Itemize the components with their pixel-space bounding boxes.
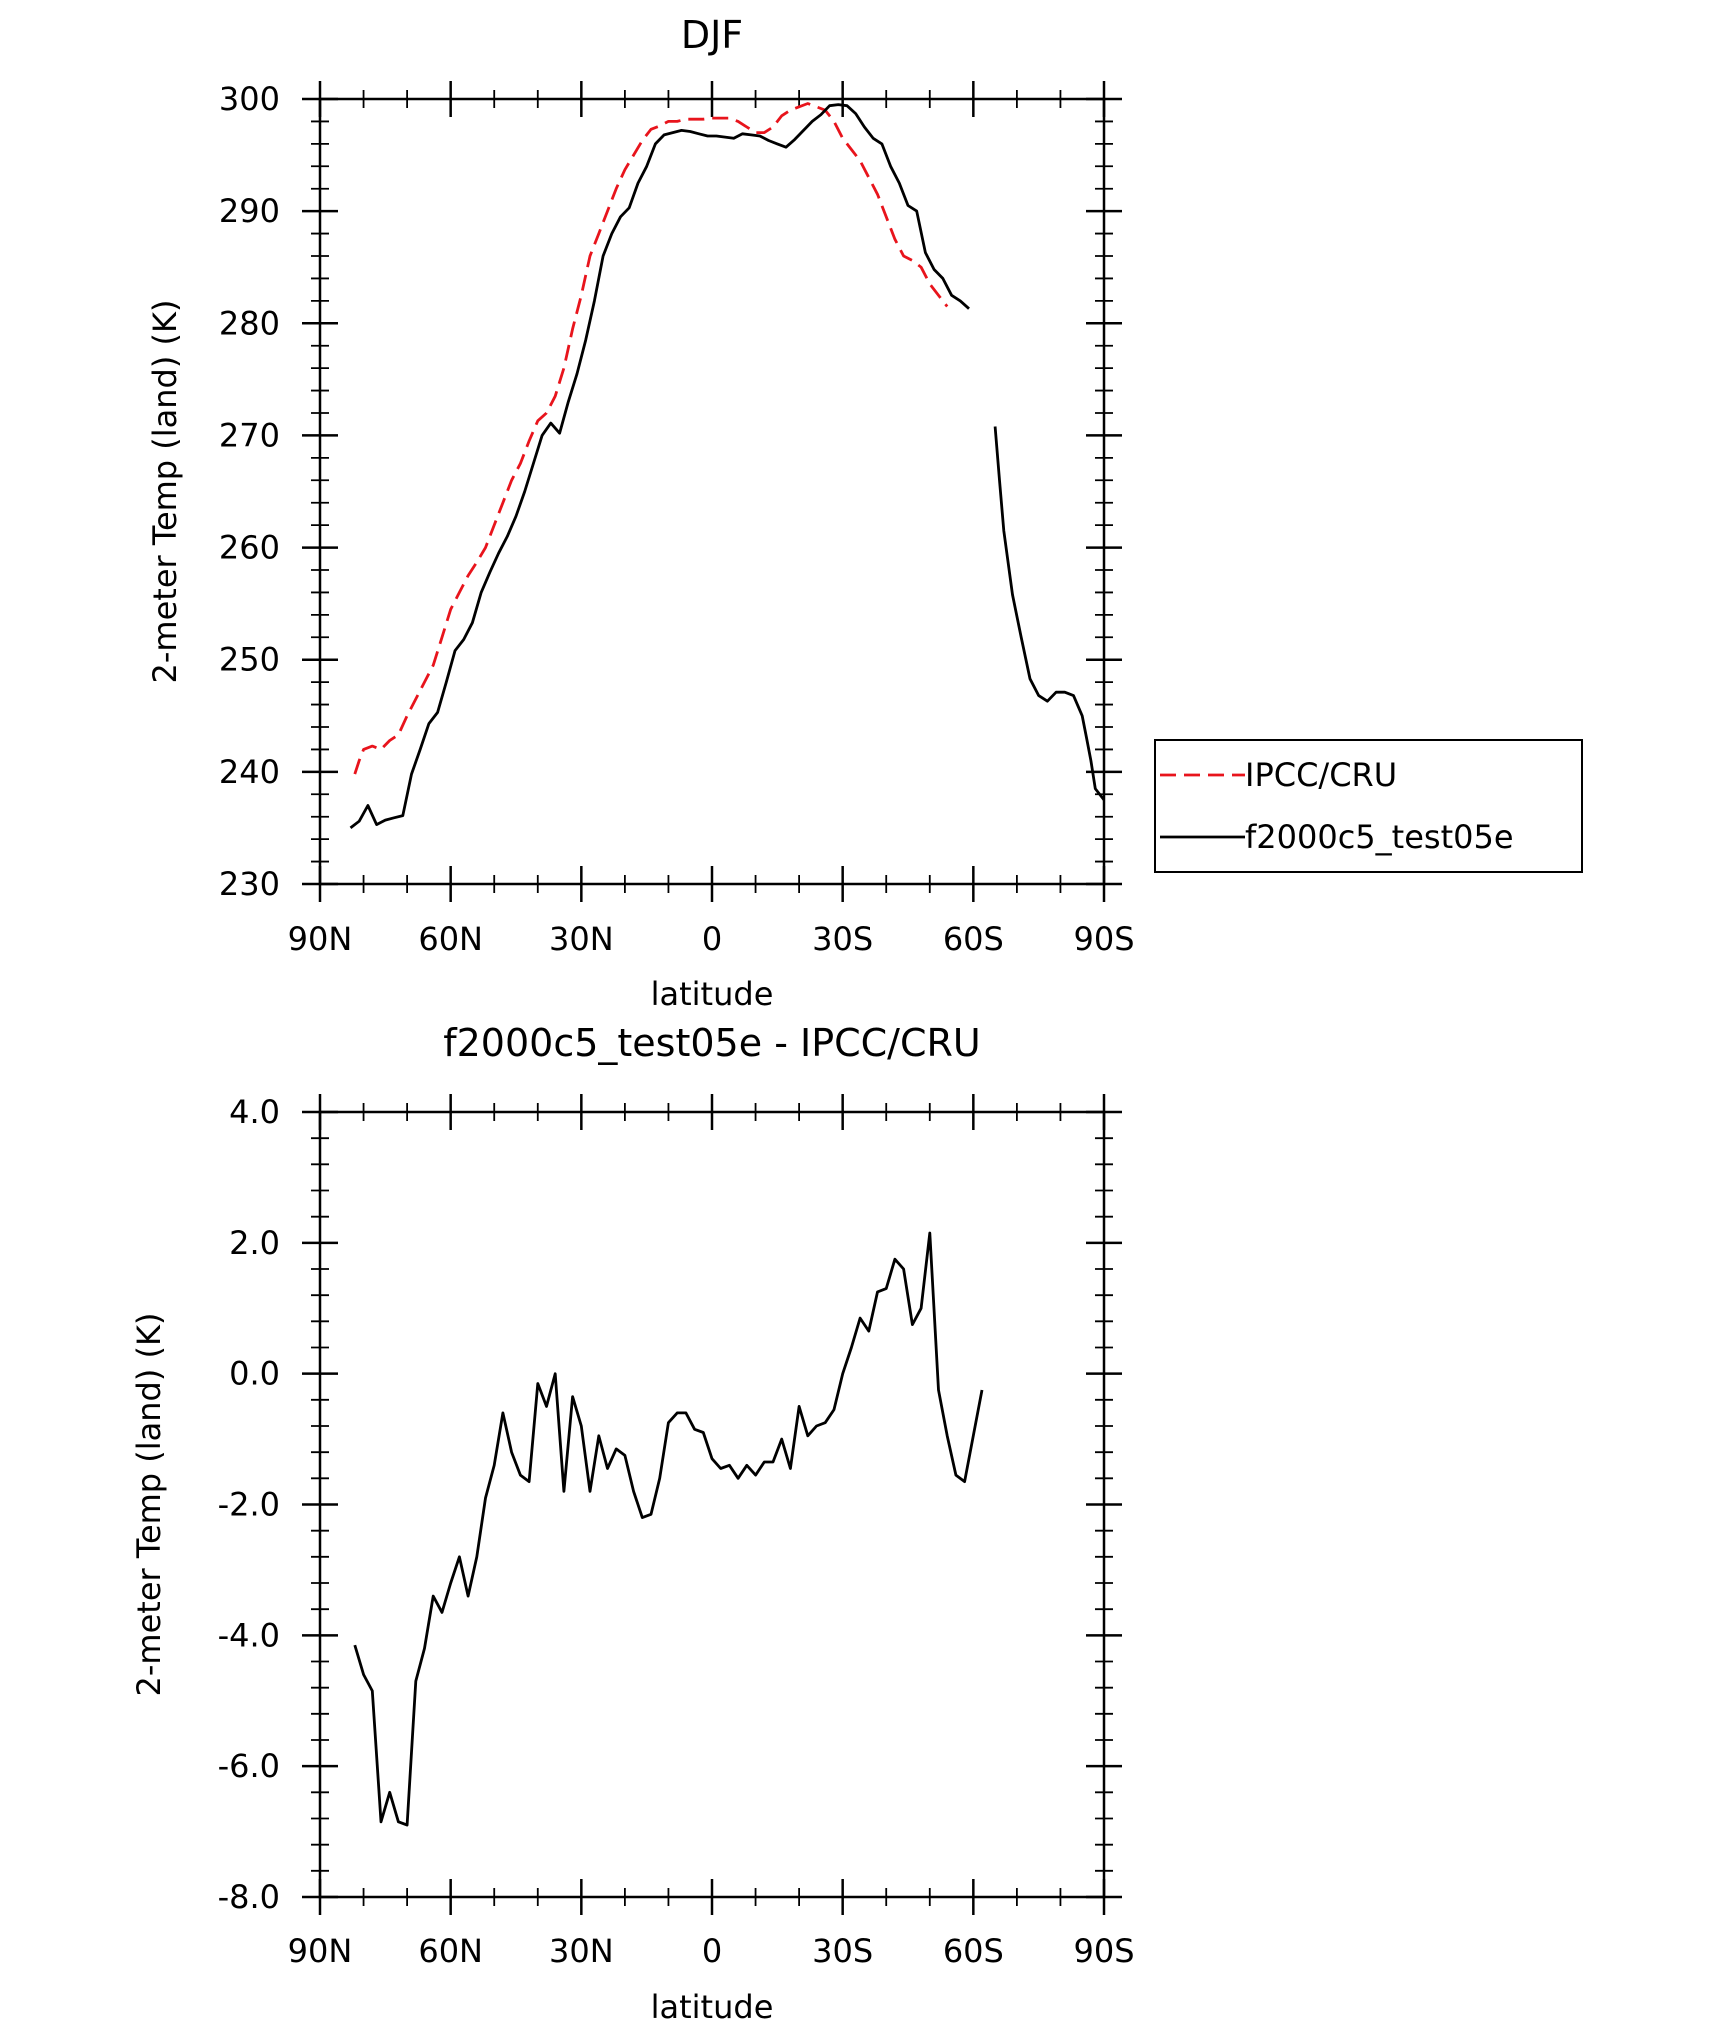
x-tick-label: 90S: [1073, 1932, 1134, 1970]
y-axis-label: 2-meter Temp (land) (K): [146, 300, 184, 684]
x-tick-label: 90S: [1073, 920, 1134, 958]
plot-frame: [318, 97, 1106, 886]
x-tick-label: 0: [702, 920, 722, 958]
x-tick-label: 90N: [288, 920, 353, 958]
y-tick-label: 230: [219, 865, 280, 903]
y-tick-label: 280: [219, 304, 280, 342]
series-line-difference: [353, 1231, 984, 1827]
legend-label: f2000c5_test05e: [1245, 818, 1514, 856]
x-tick-label: 30N: [549, 920, 614, 958]
x-tick-label: 60N: [418, 920, 483, 958]
series-line-f2000c5-test05e: [993, 426, 1106, 801]
y-tick-label: 4.0: [229, 1093, 280, 1131]
x-tick-label: 90N: [288, 1932, 353, 1970]
y-tick-label: -4.0: [218, 1616, 280, 1654]
y-tick-label: 270: [219, 416, 280, 454]
y-tick-label: -8.0: [218, 1878, 280, 1916]
x-axis-label: latitude: [651, 975, 774, 1013]
legend-box: [1154, 739, 1583, 873]
x-tick-label: 60S: [943, 1932, 1004, 1970]
chart-djf-temperature: DJF 90N 60N 30N 0 30S 60S 90S 230 240 250 260 270 280…: [146, 13, 1583, 1013]
y-tick-label: 240: [219, 753, 280, 791]
x-tick-label: 30S: [812, 920, 873, 958]
x-tick-label: 30N: [549, 1932, 614, 1970]
y-tick-label: -6.0: [218, 1747, 280, 1785]
y-axis-label: 2-meter Temp (land) (K): [130, 1313, 168, 1697]
chart-temperature-difference: f2000c5_test05e - IPCC/CRU 90N 60N 30N 0 30S 6…: [130, 1021, 1135, 2021]
series-line-ipcc-cru: [353, 102, 949, 775]
x-tick-label: 30S: [812, 1932, 873, 1970]
plot-frame: [318, 1110, 1106, 1899]
y-tick-label: -2.0: [218, 1486, 280, 1524]
y-tick-label: 300: [219, 80, 280, 118]
y-tick-label: 0.0: [229, 1355, 280, 1393]
legend-label: IPCC/CRU: [1245, 756, 1397, 794]
y-tick-label: 2.0: [229, 1224, 280, 1262]
chart-title: f2000c5_test05e - IPCC/CRU: [443, 1021, 980, 1065]
chart-title: DJF: [681, 13, 743, 57]
y-tick-label: 260: [219, 529, 280, 567]
x-tick-label: 0: [702, 1932, 722, 1970]
y-tick-label: 250: [219, 641, 280, 679]
legend: IPCC/CRU f2000c5_test05e: [1154, 739, 1583, 873]
y-tick-label: 290: [219, 192, 280, 230]
x-tick-label: 60N: [418, 1932, 483, 1970]
x-tick-label: 60S: [943, 920, 1004, 958]
x-axis-label: latitude: [651, 1988, 774, 2021]
series-line-f2000c5-test05e: [349, 103, 970, 830]
